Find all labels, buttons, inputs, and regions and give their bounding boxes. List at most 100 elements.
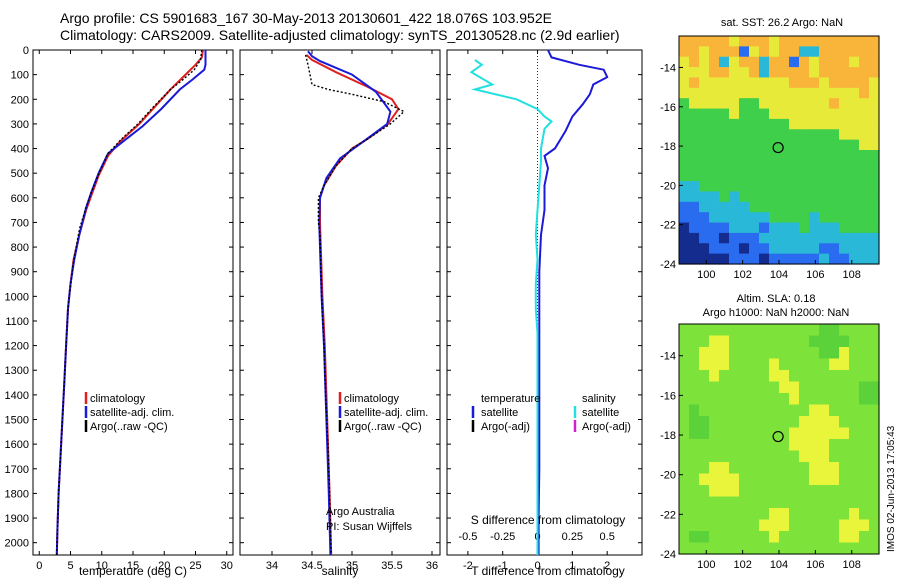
sst-map-cell	[699, 181, 710, 193]
sst-lat-tick-label: -20	[660, 180, 676, 192]
sst-map-cell	[769, 98, 780, 110]
sst-map-cell	[699, 98, 710, 110]
sst-map-cell	[839, 170, 850, 182]
t-difference-axis-label: T difference from climatology	[471, 564, 625, 578]
sla-map-cell	[709, 358, 720, 371]
sst-map-cell	[729, 56, 740, 68]
sla-map-cell	[809, 485, 820, 498]
sst-map-cell	[709, 67, 720, 79]
sla-map-cell	[679, 335, 690, 348]
sla-map-cell	[679, 473, 690, 486]
sst-map-cell	[819, 108, 830, 120]
temperature-panel-frame	[32, 49, 234, 556]
depth-tick-label: 1200	[5, 341, 29, 353]
sst-map-title: sat. SST: 26.2 Argo: NaN	[721, 17, 843, 29]
sst-map-cell	[869, 160, 880, 172]
sst-map-cell	[779, 67, 790, 79]
sst-map-cell	[769, 160, 780, 172]
sst-map-cell	[709, 98, 720, 110]
sla-map-cell	[789, 462, 800, 475]
sla-map-cell	[699, 370, 710, 383]
sst-map-cell	[829, 139, 840, 151]
sla-map-cell	[859, 427, 870, 440]
sst-map-cell	[699, 139, 710, 151]
sla-map-cell	[729, 416, 740, 429]
sla-map-cell	[809, 496, 820, 509]
sla-map-cell	[749, 462, 760, 475]
sst-map-cell	[709, 243, 720, 255]
sst-map-cell	[849, 67, 860, 79]
sst-map-cell	[699, 108, 710, 120]
depth-tick-label: 0	[23, 45, 29, 57]
sla-map-cell	[739, 450, 750, 463]
sst-map-cell	[709, 212, 720, 224]
sla-lat-tick-label: -16	[660, 390, 676, 402]
sla-map-cell	[849, 496, 860, 509]
sst-map-cell	[689, 77, 700, 89]
sla-map-cell	[709, 450, 720, 463]
sla-map-cell	[829, 335, 840, 348]
sla-map-cell	[819, 439, 830, 452]
sla-map-cell	[839, 439, 850, 452]
sla-map-cell	[779, 462, 790, 475]
s-difference-tick-label: -0.5	[458, 531, 477, 543]
sst-map-cell	[769, 170, 780, 182]
sst-map-cell	[839, 36, 850, 47]
sst-map-cell	[759, 170, 770, 182]
sst-map-cell	[809, 232, 820, 244]
sst-map-cell	[789, 56, 800, 68]
sla-map-cell	[699, 347, 710, 360]
depth-tick-label: 100	[11, 70, 29, 82]
sst-map-cell	[799, 139, 810, 151]
sla-map-cell	[679, 439, 690, 452]
sst-map-cell	[849, 212, 860, 224]
sla-map-cell	[869, 335, 880, 348]
sla-map-cell	[779, 393, 790, 406]
sst-map-cell	[689, 98, 700, 110]
sst-map-cell	[839, 222, 850, 234]
sst-map-cell	[869, 212, 880, 224]
sla-map-cell	[719, 335, 730, 348]
sst-map-cell	[799, 77, 810, 89]
sla-map-cell	[829, 473, 840, 486]
sla-map-cell	[839, 416, 850, 429]
sst-map-cell	[819, 36, 830, 47]
sst-map-cell	[849, 150, 860, 161]
sst-map-cell	[769, 87, 780, 99]
sst-map-cell	[709, 87, 720, 99]
sla-map-cell	[759, 462, 770, 475]
sst-map-cell	[699, 77, 710, 89]
sst-map-cell	[809, 108, 820, 120]
sla-map-cell	[739, 427, 750, 440]
sst-map-cell	[699, 56, 710, 68]
sst-map-cell	[809, 253, 820, 265]
sla-map-cell	[689, 427, 700, 440]
t-difference-x-tick-label: -1	[498, 560, 508, 572]
sla-map-cell	[689, 496, 700, 509]
sla-map-cell	[729, 358, 740, 371]
sst-map-cell	[719, 201, 730, 213]
sla-map-cell	[809, 381, 820, 394]
sla-map-cell	[799, 496, 810, 509]
sla-map-cell	[779, 531, 790, 544]
temperature-series-climatology	[55, 49, 204, 556]
sla-map-cell	[799, 393, 810, 406]
sla-lon-tick-label: 102	[733, 559, 751, 571]
sst-map-cell	[689, 36, 700, 47]
sst-map-cell	[869, 36, 880, 47]
sla-map-cell	[749, 358, 760, 371]
sla-map-cell	[759, 358, 770, 371]
sst-map-cell	[719, 56, 730, 68]
depth-tick-label: 300	[11, 119, 29, 131]
sst-map-cell	[779, 87, 790, 99]
sla-map-cell	[849, 485, 860, 498]
sla-map-cell	[859, 370, 870, 383]
sst-map-cell	[839, 98, 850, 110]
sla-map-cell	[699, 416, 710, 429]
sst-map-cell	[829, 67, 840, 79]
sst-map-cell	[819, 160, 830, 172]
sla-map-cell	[709, 347, 720, 360]
sla-map-cell	[719, 542, 730, 555]
sst-map-cell	[699, 243, 710, 255]
sst-map-cell	[709, 201, 720, 213]
